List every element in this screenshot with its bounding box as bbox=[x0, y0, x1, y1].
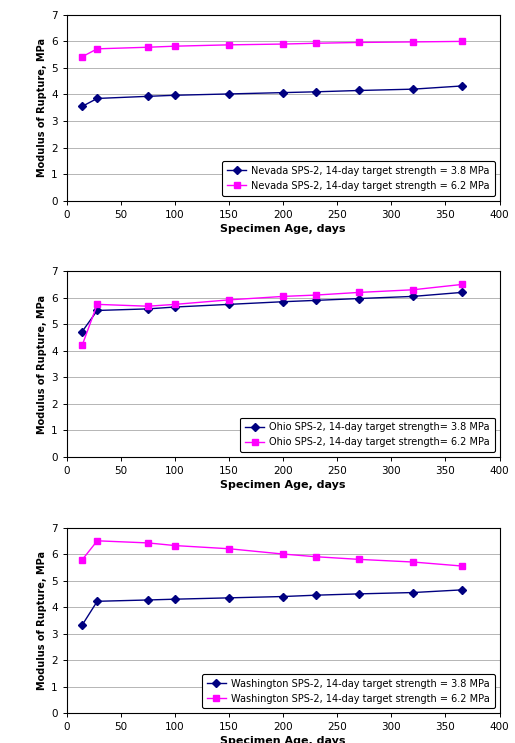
Nevada SPS-2, 14-day target strength = 6.2 MPa bbox=[94, 45, 100, 53]
Washington SPS-2, 14-day target strength = 3.8 MPa bbox=[313, 591, 319, 600]
Nevada SPS-2, 14-day target strength = 3.8 MPa bbox=[79, 102, 85, 111]
Washington SPS-2, 14-day target strength = 6.2 MPa bbox=[356, 555, 362, 564]
Washington SPS-2, 14-day target strength = 6.2 MPa bbox=[410, 557, 416, 566]
Nevada SPS-2, 14-day target strength = 3.8 MPa bbox=[145, 92, 151, 101]
Ohio SPS-2, 14-day target strength= 6.2 MPa bbox=[356, 288, 362, 297]
X-axis label: Specimen Age, days: Specimen Age, days bbox=[220, 224, 346, 234]
Washington SPS-2, 14-day target strength = 3.8 MPa bbox=[410, 588, 416, 597]
Ohio SPS-2, 14-day target strength= 3.8 MPa bbox=[79, 327, 85, 336]
Ohio SPS-2, 14-day target strength= 3.8 MPa bbox=[410, 292, 416, 301]
Line: Nevada SPS-2, 14-day target strength = 3.8 MPa: Nevada SPS-2, 14-day target strength = 3… bbox=[79, 83, 465, 109]
Nevada SPS-2, 14-day target strength = 3.8 MPa bbox=[459, 82, 465, 91]
Washington SPS-2, 14-day target strength = 3.8 MPa bbox=[280, 592, 286, 601]
Ohio SPS-2, 14-day target strength= 3.8 MPa bbox=[172, 302, 178, 311]
Legend: Washington SPS-2, 14-day target strength = 3.8 MPa, Washington SPS-2, 14-day tar: Washington SPS-2, 14-day target strength… bbox=[202, 674, 495, 708]
Ohio SPS-2, 14-day target strength= 6.2 MPa bbox=[280, 292, 286, 301]
Nevada SPS-2, 14-day target strength = 6.2 MPa bbox=[145, 43, 151, 52]
Ohio SPS-2, 14-day target strength= 3.8 MPa bbox=[94, 306, 100, 315]
Washington SPS-2, 14-day target strength = 6.2 MPa bbox=[226, 545, 232, 554]
Line: Washington SPS-2, 14-day target strength = 3.8 MPa: Washington SPS-2, 14-day target strength… bbox=[79, 587, 465, 628]
Ohio SPS-2, 14-day target strength= 3.8 MPa bbox=[459, 288, 465, 297]
Y-axis label: Modulus of Rupture, MPa: Modulus of Rupture, MPa bbox=[37, 38, 47, 178]
Nevada SPS-2, 14-day target strength = 6.2 MPa bbox=[459, 37, 465, 46]
Legend: Ohio SPS-2, 14-day target strength= 3.8 MPa, Ohio SPS-2, 14-day target strength=: Ohio SPS-2, 14-day target strength= 3.8 … bbox=[240, 418, 495, 452]
Nevada SPS-2, 14-day target strength = 6.2 MPa bbox=[410, 37, 416, 46]
Nevada SPS-2, 14-day target strength = 6.2 MPa bbox=[356, 38, 362, 47]
Ohio SPS-2, 14-day target strength= 3.8 MPa bbox=[226, 300, 232, 309]
Ohio SPS-2, 14-day target strength= 6.2 MPa bbox=[313, 291, 319, 299]
Washington SPS-2, 14-day target strength = 6.2 MPa bbox=[172, 541, 178, 550]
Nevada SPS-2, 14-day target strength = 6.2 MPa bbox=[79, 52, 85, 61]
Y-axis label: Modulus of Rupture, MPa: Modulus of Rupture, MPa bbox=[37, 294, 47, 434]
X-axis label: Specimen Age, days: Specimen Age, days bbox=[220, 736, 346, 743]
Line: Washington SPS-2, 14-day target strength = 6.2 MPa: Washington SPS-2, 14-day target strength… bbox=[79, 538, 465, 569]
Ohio SPS-2, 14-day target strength= 3.8 MPa bbox=[313, 296, 319, 305]
Ohio SPS-2, 14-day target strength= 6.2 MPa bbox=[459, 280, 465, 289]
Nevada SPS-2, 14-day target strength = 3.8 MPa bbox=[226, 89, 232, 98]
Ohio SPS-2, 14-day target strength= 6.2 MPa bbox=[410, 285, 416, 294]
Ohio SPS-2, 14-day target strength= 6.2 MPa bbox=[226, 296, 232, 305]
Nevada SPS-2, 14-day target strength = 3.8 MPa bbox=[313, 88, 319, 97]
Nevada SPS-2, 14-day target strength = 6.2 MPa bbox=[280, 39, 286, 48]
Washington SPS-2, 14-day target strength = 6.2 MPa bbox=[79, 556, 85, 565]
Washington SPS-2, 14-day target strength = 6.2 MPa bbox=[313, 552, 319, 561]
Ohio SPS-2, 14-day target strength= 6.2 MPa bbox=[94, 300, 100, 309]
Line: Ohio SPS-2, 14-day target strength= 6.2 MPa: Ohio SPS-2, 14-day target strength= 6.2 … bbox=[79, 282, 465, 348]
Nevada SPS-2, 14-day target strength = 3.8 MPa bbox=[94, 94, 100, 103]
Washington SPS-2, 14-day target strength = 6.2 MPa bbox=[94, 536, 100, 545]
Nevada SPS-2, 14-day target strength = 3.8 MPa bbox=[356, 86, 362, 95]
Y-axis label: Modulus of Rupture, MPa: Modulus of Rupture, MPa bbox=[37, 551, 47, 690]
X-axis label: Specimen Age, days: Specimen Age, days bbox=[220, 480, 346, 490]
Ohio SPS-2, 14-day target strength= 6.2 MPa bbox=[79, 341, 85, 350]
Nevada SPS-2, 14-day target strength = 3.8 MPa bbox=[172, 91, 178, 100]
Line: Ohio SPS-2, 14-day target strength= 3.8 MPa: Ohio SPS-2, 14-day target strength= 3.8 … bbox=[79, 290, 465, 334]
Line: Nevada SPS-2, 14-day target strength = 6.2 MPa: Nevada SPS-2, 14-day target strength = 6… bbox=[79, 39, 465, 59]
Washington SPS-2, 14-day target strength = 6.2 MPa bbox=[459, 562, 465, 571]
Nevada SPS-2, 14-day target strength = 3.8 MPa bbox=[410, 85, 416, 94]
Ohio SPS-2, 14-day target strength= 3.8 MPa bbox=[280, 297, 286, 306]
Ohio SPS-2, 14-day target strength= 6.2 MPa bbox=[145, 302, 151, 311]
Washington SPS-2, 14-day target strength = 3.8 MPa bbox=[172, 594, 178, 603]
Nevada SPS-2, 14-day target strength = 6.2 MPa bbox=[226, 40, 232, 49]
Nevada SPS-2, 14-day target strength = 6.2 MPa bbox=[313, 39, 319, 48]
Ohio SPS-2, 14-day target strength= 6.2 MPa bbox=[172, 300, 178, 309]
Washington SPS-2, 14-day target strength = 6.2 MPa bbox=[280, 550, 286, 559]
Ohio SPS-2, 14-day target strength= 3.8 MPa bbox=[145, 305, 151, 314]
Nevada SPS-2, 14-day target strength = 3.8 MPa bbox=[280, 88, 286, 97]
Washington SPS-2, 14-day target strength = 3.8 MPa bbox=[459, 585, 465, 594]
Washington SPS-2, 14-day target strength = 3.8 MPa bbox=[94, 597, 100, 606]
Ohio SPS-2, 14-day target strength= 3.8 MPa bbox=[356, 294, 362, 303]
Washington SPS-2, 14-day target strength = 3.8 MPa bbox=[79, 620, 85, 629]
Washington SPS-2, 14-day target strength = 3.8 MPa bbox=[226, 594, 232, 603]
Nevada SPS-2, 14-day target strength = 6.2 MPa bbox=[172, 42, 178, 51]
Legend: Nevada SPS-2, 14-day target strength = 3.8 MPa, Nevada SPS-2, 14-day target stre: Nevada SPS-2, 14-day target strength = 3… bbox=[222, 161, 495, 195]
Washington SPS-2, 14-day target strength = 3.8 MPa bbox=[356, 589, 362, 598]
Washington SPS-2, 14-day target strength = 3.8 MPa bbox=[145, 596, 151, 605]
Washington SPS-2, 14-day target strength = 6.2 MPa bbox=[145, 539, 151, 548]
